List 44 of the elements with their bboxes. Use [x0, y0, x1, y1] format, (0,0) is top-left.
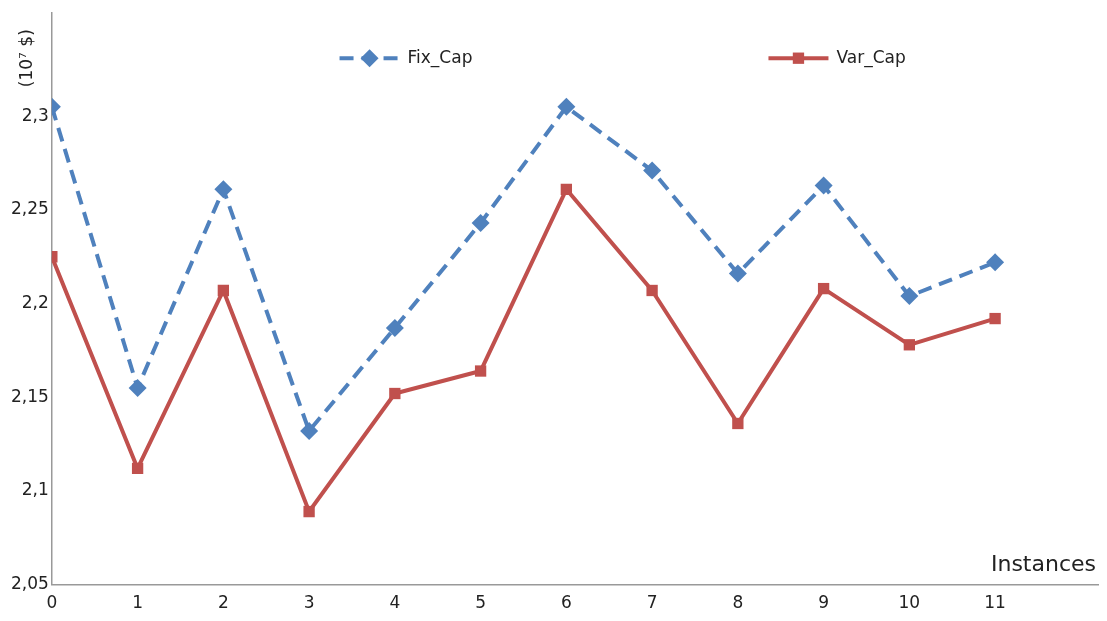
point [643, 161, 662, 180]
x-tick-label: 8 [732, 592, 744, 613]
y-tick-label: 2,15 [10, 385, 49, 406]
point [814, 176, 833, 195]
x-tick-label: 0 [46, 592, 58, 613]
y-tick-label: 2,2 [21, 292, 49, 313]
x-tick-label: 7 [646, 592, 658, 613]
x-tick-label: 11 [984, 592, 1006, 613]
point [385, 318, 404, 337]
x-tick-label: 4 [389, 592, 401, 613]
y-tick-label: 2,25 [10, 198, 49, 219]
point [732, 417, 744, 430]
point [560, 183, 573, 195]
point [817, 282, 830, 295]
y-tick-label: 2,1 [21, 479, 49, 500]
point [217, 284, 230, 297]
legend-label: Var_Cap [836, 46, 906, 68]
x-tick-label: 6 [560, 592, 572, 613]
point [300, 421, 319, 440]
x-tick-label: 5 [475, 592, 487, 613]
point [646, 284, 658, 297]
point [214, 180, 233, 199]
point [986, 253, 1005, 272]
y-tick-label: 2,05 [10, 573, 49, 594]
point [128, 378, 147, 397]
x-axis-title: Instances [990, 551, 1096, 577]
point [474, 365, 487, 377]
point [389, 387, 401, 400]
point [728, 264, 747, 283]
x-tick-label: 10 [898, 592, 921, 613]
y-axis-title: (10⁷ $) [16, 29, 37, 88]
point [471, 214, 490, 233]
x-tick-label: 1 [132, 592, 144, 613]
x-tick-label: 2 [217, 592, 229, 613]
point [903, 339, 916, 351]
point [303, 505, 315, 518]
legend-label: Fix_Cap [407, 46, 473, 68]
point [131, 462, 144, 475]
y-tick-label: 2,3 [21, 104, 49, 125]
x-tick-label: 3 [303, 592, 315, 613]
point [557, 97, 576, 116]
x-tick-label: 9 [818, 592, 830, 613]
point [900, 287, 919, 306]
point [989, 312, 1001, 325]
